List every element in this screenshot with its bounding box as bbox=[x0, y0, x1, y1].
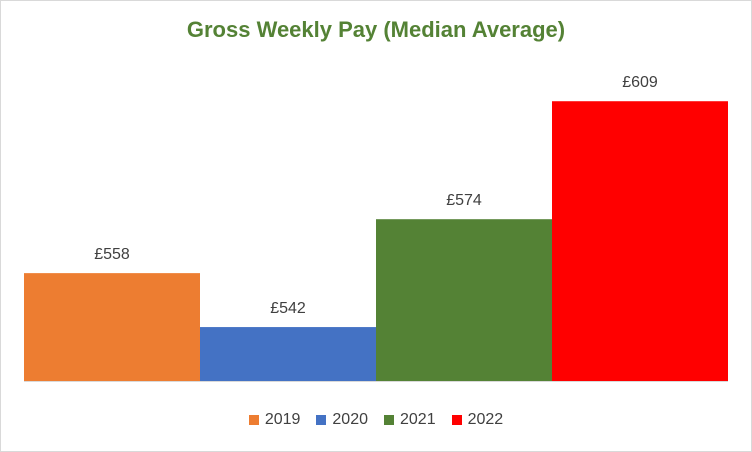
legend-swatch bbox=[384, 415, 394, 425]
legend-label: 2021 bbox=[400, 411, 436, 428]
legend-item-2020: 2020 bbox=[316, 411, 368, 429]
legend-label: 2020 bbox=[332, 411, 368, 428]
data-label-2019: £558 bbox=[94, 246, 130, 263]
bar-2020 bbox=[200, 327, 376, 381]
legend: 2019 2020 2021 2022 bbox=[1, 411, 751, 429]
legend-item-2022: 2022 bbox=[451, 411, 504, 429]
legend-swatch bbox=[248, 415, 259, 425]
legend-swatch bbox=[316, 415, 327, 425]
data-label-2020: £542 bbox=[270, 300, 306, 317]
bar-2019 bbox=[24, 273, 200, 381]
bar-2021 bbox=[376, 219, 552, 381]
legend-swatch bbox=[451, 415, 462, 425]
legend-label: 2019 bbox=[264, 411, 301, 428]
data-label-2022: £609 bbox=[622, 74, 658, 91]
data-label-2021: £574 bbox=[446, 192, 482, 209]
legend-label: 2022 bbox=[467, 411, 504, 428]
legend-item-2021: 2021 bbox=[384, 411, 436, 429]
bar-2022 bbox=[552, 101, 728, 381]
chart-title: Gross Weekly Pay (Median Average) bbox=[186, 17, 566, 42]
legend-item-2019: 2019 bbox=[248, 411, 301, 429]
